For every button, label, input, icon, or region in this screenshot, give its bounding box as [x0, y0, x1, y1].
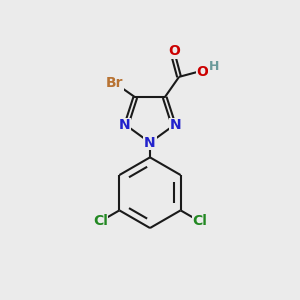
- Text: O: O: [196, 64, 208, 79]
- Text: N: N: [169, 118, 181, 132]
- Text: Cl: Cl: [192, 214, 207, 228]
- Text: Br: Br: [106, 76, 124, 90]
- Text: H: H: [209, 60, 220, 73]
- Text: O: O: [168, 44, 180, 58]
- Text: Cl: Cl: [93, 214, 108, 228]
- Text: N: N: [144, 136, 156, 150]
- Text: N: N: [119, 118, 130, 132]
